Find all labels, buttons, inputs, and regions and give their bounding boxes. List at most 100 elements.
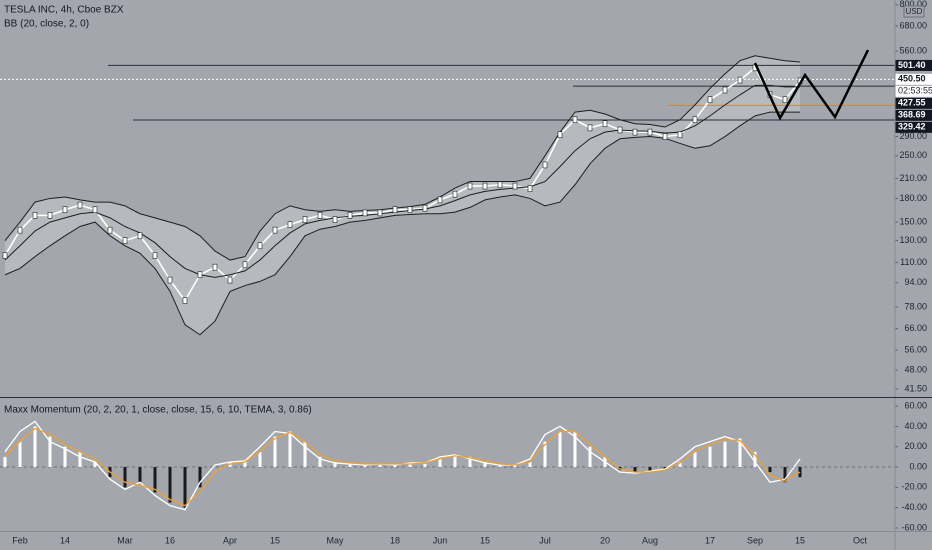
momentum-bar	[408, 463, 412, 468]
momentum-bar	[33, 426, 37, 468]
candle	[512, 182, 518, 190]
y-tick-label: 250.00	[899, 150, 927, 160]
candle	[347, 212, 353, 219]
x-tick-label: Apr	[223, 535, 237, 545]
y2-tick-label: 60.00	[904, 400, 927, 410]
y-tick-label: 290.00	[899, 131, 927, 141]
momentum-bar	[423, 463, 427, 468]
momentum-bar	[273, 436, 277, 468]
momentum-bar	[678, 461, 682, 468]
momentum-bar	[78, 451, 82, 468]
y2-tick-label: 40.00	[904, 421, 927, 431]
y2-tick-label: -40.00	[901, 502, 927, 512]
candle	[647, 128, 653, 136]
price-level-box	[895, 59, 932, 71]
candle	[287, 221, 293, 229]
y-tick-label: 680.00	[899, 20, 927, 30]
momentum-bar	[783, 467, 787, 483]
momentum-bar	[63, 446, 67, 468]
momentum-bar	[453, 454, 457, 468]
momentum-bar	[588, 446, 592, 468]
x-tick-label: 15	[795, 535, 805, 545]
momentum-bar	[648, 467, 652, 473]
momentum-bar	[243, 461, 247, 468]
momentum-bar	[123, 467, 127, 488]
candle	[617, 126, 623, 134]
y-tick-label: 180.00	[899, 193, 927, 203]
candle	[557, 131, 563, 139]
y-tick-label: 560.00	[899, 45, 927, 55]
momentum-bar	[363, 465, 367, 468]
y-tick-label: 130.00	[899, 235, 927, 245]
price-level-box	[895, 109, 932, 121]
momentum-bar	[558, 431, 562, 468]
momentum-bar	[468, 456, 472, 468]
candle	[332, 216, 338, 223]
y-tick-label: 150.00	[899, 216, 927, 226]
bb-line	[4, 55, 801, 261]
y-tick-label: 78.00	[904, 301, 927, 311]
y2-tick-label: -60.00	[901, 522, 927, 532]
candle	[362, 209, 368, 217]
momentum-bar	[168, 467, 172, 503]
candle	[167, 276, 173, 284]
candle	[257, 242, 263, 250]
candle	[572, 116, 578, 124]
candle	[2, 252, 8, 259]
candle	[47, 212, 53, 219]
candle	[242, 261, 248, 269]
y2-tick-label: 20.00	[904, 441, 927, 451]
x-tick-label: 20	[600, 535, 610, 545]
momentum-bar	[528, 461, 532, 468]
y-tick-label: 800.00	[899, 0, 927, 9]
candle	[692, 116, 698, 124]
momentum-bar	[288, 431, 292, 468]
bb-line	[4, 111, 800, 336]
y-tick-label: 56.00	[904, 344, 927, 354]
momentum-bar	[18, 441, 22, 468]
candle	[62, 206, 68, 214]
momentum-bar	[723, 441, 727, 468]
y2-tick-label: 0.00	[909, 461, 927, 471]
momentum-bar	[3, 456, 7, 468]
candle	[392, 206, 398, 214]
momentum-bar	[348, 463, 352, 468]
x-tick-label: Aug	[642, 535, 658, 545]
candle	[302, 216, 308, 223]
momentum-bar	[183, 467, 187, 508]
candle	[122, 237, 128, 244]
momentum-bar	[768, 467, 772, 473]
x-tick-label: Sep	[747, 535, 763, 545]
candle	[632, 128, 638, 136]
momentum-bar	[738, 438, 742, 468]
price-level-label: 368.69	[898, 110, 926, 120]
price-level-label: 427.55	[898, 98, 926, 108]
momentum-bar	[543, 441, 547, 468]
momentum-bar	[573, 431, 577, 468]
momentum-bar	[438, 458, 442, 468]
countdown: 02:53:55	[898, 86, 932, 96]
candle	[587, 124, 593, 132]
price-level-label: 501.40	[898, 60, 926, 70]
momentum-bar	[258, 451, 262, 468]
price-level-box	[895, 97, 932, 109]
countdown-box	[895, 85, 932, 97]
candle	[707, 96, 713, 104]
candle	[482, 182, 488, 190]
candle	[17, 226, 23, 234]
x-tick-label: Feb	[12, 535, 28, 545]
x-tick-label: Jul	[539, 535, 551, 545]
candle	[737, 76, 743, 84]
x-tick-label: 17	[705, 535, 715, 545]
currency: USD	[906, 7, 923, 16]
candle	[542, 161, 548, 169]
x-tick-label: 14	[60, 535, 70, 545]
candle	[317, 212, 323, 219]
candle	[227, 276, 233, 284]
x-tick-label: Oct	[853, 535, 868, 545]
y-tick-label: 41.50	[904, 383, 927, 393]
y-tick-label: 66.00	[904, 323, 927, 333]
momentum-line	[4, 427, 801, 507]
candle	[272, 226, 278, 234]
momentum-bar	[708, 446, 712, 468]
